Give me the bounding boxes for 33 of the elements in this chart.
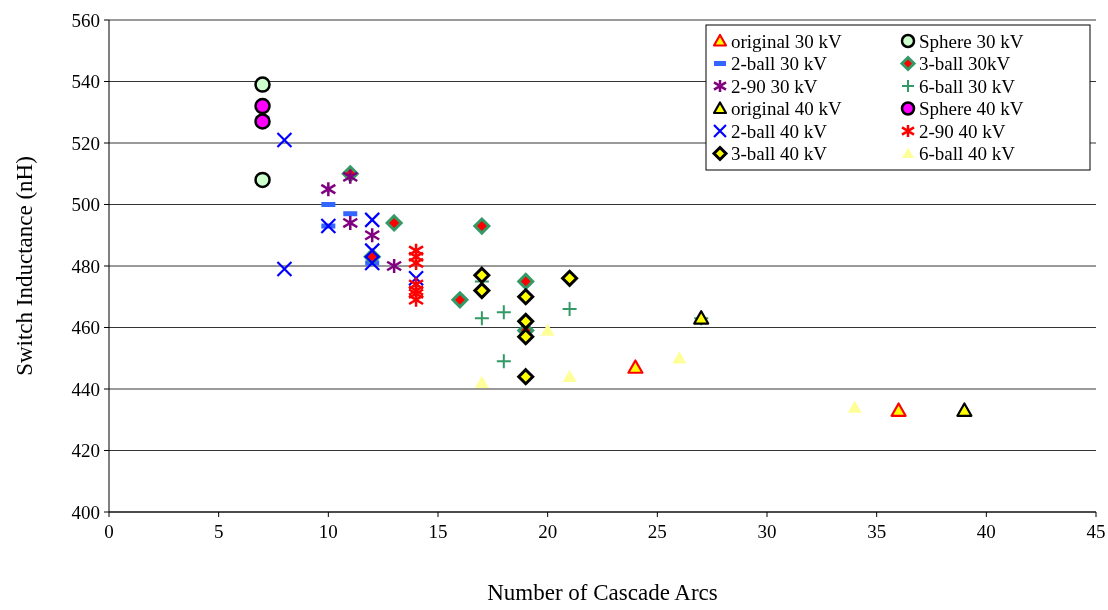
x-tick-label: 45 [1086,521,1106,542]
x-tick-label: 25 [647,521,667,542]
x-tick-label: 40 [976,521,996,542]
legend-label: 2-90 40 kV [919,120,1006,142]
x-tick-label: 5 [213,521,224,542]
y-tick-label: 420 [71,440,100,462]
legend-label: original 30 kV [731,30,843,52]
legend-label: Sphere 30 kV [919,30,1024,52]
x-tick-label: 30 [757,521,777,542]
x-tick-label: 10 [318,521,338,542]
x-tick-label: 15 [428,521,448,542]
legend-label: original 40 kV [731,98,843,120]
y-tick-label: 460 [71,317,100,339]
y-tick-label: 440 [71,378,100,400]
y-tick-label: 500 [71,194,100,216]
y-tick-label: 540 [71,71,100,93]
x-tick-label: 0 [104,521,114,542]
x-tick-label: 20 [538,521,558,542]
legend-label: 2-ball 30 kV [731,53,828,75]
y-tick-label: 560 [71,9,100,31]
x-axis-title: Number of Cascade Arcs [487,580,718,605]
legend-label: 2-ball 40 kV [731,120,828,142]
legend-label: 6-ball 40 kV [919,143,1016,165]
legend-label: Sphere 40 kV [919,98,1024,120]
y-tick-label: 520 [71,132,100,154]
y-tick-label: 480 [71,255,100,277]
y-tick-label: 400 [71,501,100,523]
legend-label: 3-ball 30kV [919,53,1011,75]
y-axis-title: Switch Inductance (nH) [12,156,37,376]
legend-label: 6-ball 30 kV [919,75,1016,97]
x-tick-label: 35 [867,521,887,542]
legend-label: 3-ball 40 kV [731,143,828,165]
legend-label: 2-90 30 kV [731,75,818,97]
